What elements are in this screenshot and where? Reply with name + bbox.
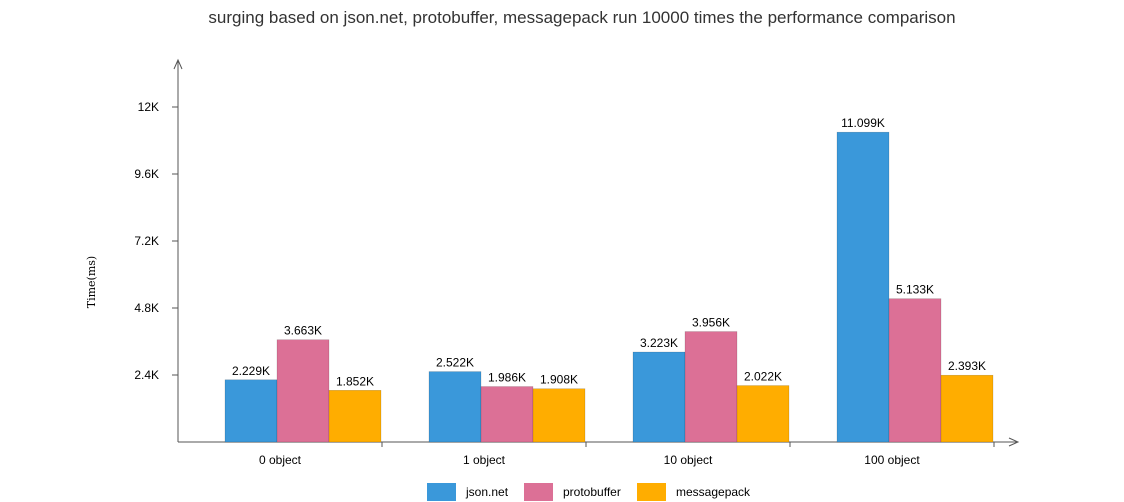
bar-protobuffer-3 [684, 331, 738, 443]
bar-messagepack-1 [328, 390, 382, 443]
bar-json-net-4 [836, 131, 890, 443]
bar-json-net-2 [428, 371, 482, 443]
legend: json.net protobuffer messagepack [427, 483, 751, 501]
data-label: 3.956K [692, 316, 730, 330]
bar-messagepack-3 [736, 385, 790, 443]
bar-protobuffer-4 [888, 298, 942, 443]
data-label: 1.908K [540, 373, 578, 387]
data-label: 5.133K [896, 283, 934, 297]
y-tick-label: 7.2K [134, 234, 159, 248]
data-label: 11.099K [841, 116, 885, 130]
legend-swatch [637, 483, 666, 501]
data-label: 2.393K [948, 359, 986, 373]
y-axis-label: Time(ms) [85, 256, 98, 308]
data-label: 2.229K [232, 364, 270, 378]
legend-swatch [427, 483, 456, 501]
y-axis-arrow [173, 58, 183, 70]
x-axis-arrow [1008, 437, 1020, 447]
y-tick-label: 9.6K [134, 167, 159, 181]
y-tick-label: 4.8K [134, 301, 159, 315]
x-tick-label: 0 object [259, 453, 302, 467]
y-tick-label: 2.4K [134, 368, 159, 382]
x-tick-label: 10 object [664, 453, 713, 467]
value-labels: 2.229K 2.522K 3.223K 11.099K 3.663K 1.986K 3.9… [232, 116, 986, 388]
legend-label: json.net [465, 485, 509, 499]
bars [224, 131, 994, 443]
bar-json-net-1 [224, 379, 278, 443]
bar-protobuffer-2 [480, 386, 534, 443]
data-label: 1.986K [488, 371, 526, 385]
legend-label: protobuffer [563, 485, 621, 499]
data-label: 3.223K [640, 336, 678, 350]
data-label: 3.663K [284, 324, 322, 338]
data-label: 1.852K [336, 374, 374, 388]
data-label: 2.022K [744, 370, 782, 384]
bar-messagepack-2 [532, 388, 586, 443]
x-tick-label: 1 object [463, 453, 506, 467]
bar-messagepack-4 [940, 374, 994, 443]
data-label: 2.522K [436, 356, 474, 370]
y-tick-label: 12K [138, 100, 159, 114]
bar-protobuffer-1 [276, 339, 330, 443]
bar-json-net-3 [632, 351, 686, 443]
legend-label: messagepack [676, 485, 751, 499]
chart-title: surging based on json.net, protobuffer, … [208, 8, 956, 27]
x-tick-label: 100 object [864, 453, 920, 467]
legend-swatch [524, 483, 553, 501]
